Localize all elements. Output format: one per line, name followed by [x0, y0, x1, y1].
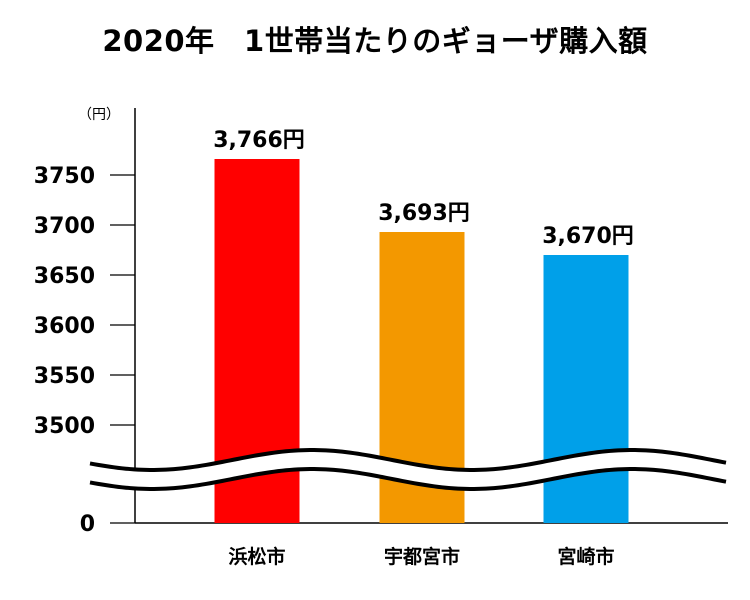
bar: [543, 255, 629, 523]
category-label: 浜松市: [228, 545, 285, 568]
category-labels: 浜松市 宇都宮市 宮崎市: [228, 545, 614, 568]
y-tick-label: 3700: [34, 214, 95, 239]
category-label: 宮崎市: [557, 545, 614, 568]
y-tick-label: 3500: [34, 414, 95, 439]
y-tick-label: 0: [80, 512, 95, 537]
y-axis: 3750 3700 3650 3600 3550 3500 0: [34, 108, 136, 537]
data-label: 3,693円: [378, 201, 470, 226]
break-band: [90, 450, 728, 489]
chart-title: 2020年 1世帯当たりのギョーザ購入額: [102, 24, 648, 58]
y-tick-label: 3600: [34, 314, 95, 339]
data-label: 3,670円: [542, 224, 634, 249]
y-tick-label: 3650: [34, 264, 95, 289]
break-line-top: [89, 448, 727, 472]
break-line-bottom: [89, 467, 727, 491]
y-tick-label: 3550: [34, 364, 95, 389]
axis-break: [89, 448, 728, 491]
data-labels: 3,766円 3,693円 3,670円: [213, 128, 634, 249]
unit-label: （円）: [78, 107, 120, 123]
category-label: 宇都宮市: [384, 545, 460, 568]
data-label: 3,766円: [213, 128, 305, 153]
y-tick-label: 3750: [34, 164, 95, 189]
